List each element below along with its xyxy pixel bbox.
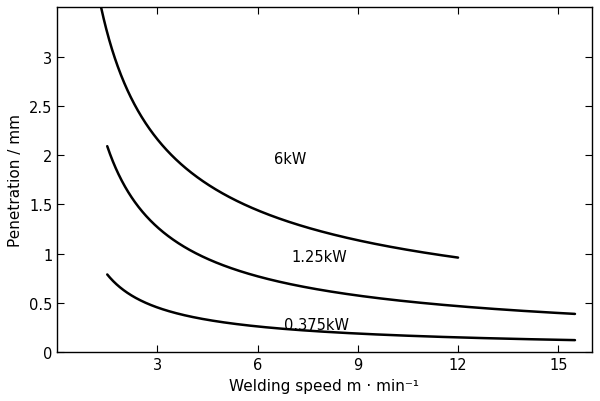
Text: 6kW: 6kW — [274, 152, 307, 167]
Text: 0.375kW: 0.375kW — [284, 317, 349, 332]
Y-axis label: Penetration / mm: Penetration / mm — [8, 114, 23, 247]
Text: 1.25kW: 1.25kW — [291, 249, 347, 264]
X-axis label: Welding speed m · min⁻¹: Welding speed m · min⁻¹ — [229, 378, 419, 393]
